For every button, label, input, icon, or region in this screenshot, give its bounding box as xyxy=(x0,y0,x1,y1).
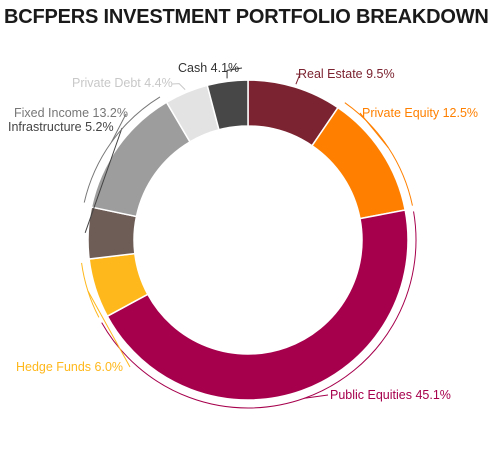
leader-fixed-income xyxy=(111,113,127,143)
label-hedge-funds: Hedge Funds 6.0% xyxy=(16,360,123,374)
leader-lines-group xyxy=(81,67,417,409)
chart-title: BCFPERS INVESTMENT PORTFOLIO BREAKDOWN xyxy=(4,6,489,28)
leader-hedge-funds xyxy=(87,290,131,368)
leader-infrastructure xyxy=(84,127,123,233)
label-infrastructure: Infrastructure 5.2% xyxy=(8,120,114,134)
labels-group: Real Estate 9.5% Private Equity 12.5% Publ… xyxy=(8,61,478,402)
slice-public-equities xyxy=(106,209,409,401)
slice-private-equity xyxy=(311,106,407,220)
leader-public-equities xyxy=(304,394,329,399)
label-real-estate: Real Estate 9.5% xyxy=(298,67,395,81)
label-fixed-income: Fixed Income 13.2% xyxy=(14,106,128,120)
leader-real-estate xyxy=(295,73,301,85)
bracket-private-equity xyxy=(344,102,413,206)
label-private-equity: Private Equity 12.5% xyxy=(362,106,478,120)
label-private-debt: Private Debt 4.4% xyxy=(72,76,173,90)
bracket-fixed-income xyxy=(83,96,161,203)
leader-private-equity xyxy=(359,112,389,149)
slice-cash xyxy=(206,79,249,131)
leader-private-debt xyxy=(171,83,186,90)
label-public-equities: Public Equities 45.1% xyxy=(330,388,451,402)
bracket-hedge-funds xyxy=(81,262,100,318)
label-cash: Cash 4.1% xyxy=(178,61,239,75)
slices-group xyxy=(87,79,409,401)
leader-cash xyxy=(226,67,243,79)
